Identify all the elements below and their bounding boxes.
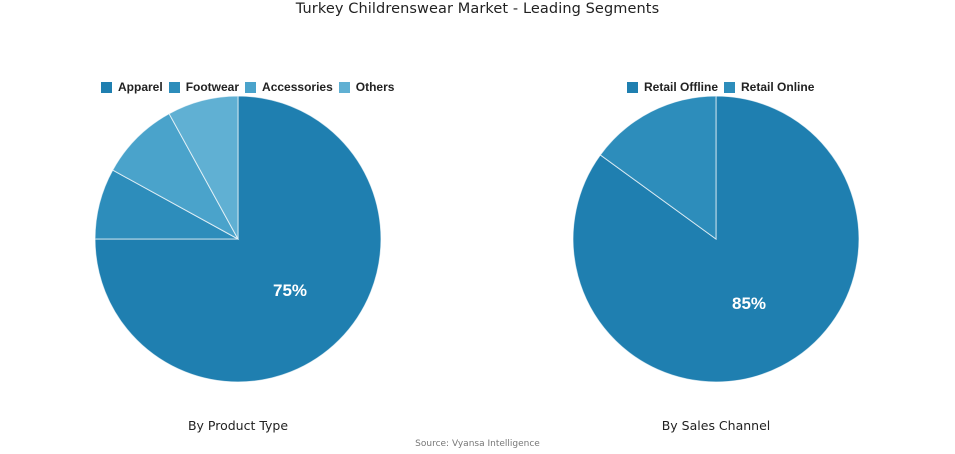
legend-item-retail-online[interactable]: Retail Online <box>724 80 814 94</box>
source-note: Source: Vyansa Intelligence <box>415 439 540 449</box>
subtitle-sales-channel: By Sales Channel <box>661 418 771 433</box>
legend-swatch <box>338 81 350 93</box>
pie-slice-retail-offline[interactable] <box>572 95 860 383</box>
pie-slice-others[interactable] <box>168 95 239 240</box>
pie-slice-retail-online[interactable] <box>599 95 717 240</box>
legend-label: Retail Online <box>741 80 815 94</box>
legend-label: Footwear <box>185 80 240 94</box>
legend-item-retail-offline[interactable]: Retail Offline <box>627 80 718 94</box>
legend-swatch <box>724 81 736 93</box>
legend-product-type: Apparel Footwear Accessories Others <box>101 80 400 94</box>
legend-swatch <box>168 81 180 93</box>
legend-swatch <box>101 81 112 93</box>
pie-slice-accessories[interactable] <box>112 113 240 241</box>
legend-item-accessories[interactable]: Accessories <box>245 80 333 94</box>
pie-slices-product-type <box>94 95 382 383</box>
legend-label: Apparel <box>118 80 163 94</box>
legend-swatch <box>245 81 257 93</box>
pie-slices-sales-channel <box>572 95 860 383</box>
legend-sales-channel: Retail Offline Retail Online <box>627 80 820 94</box>
legend-item-footwear[interactable]: Footwear <box>168 80 240 94</box>
legend-label: Accessories <box>262 80 333 94</box>
legend-item-others[interactable]: Others <box>338 80 395 94</box>
subtitle-product-type: By Product Type <box>187 418 289 433</box>
legend-label: Retail Offline <box>644 80 719 94</box>
chart-title: Turkey Childrenswear Market - Leading Se… <box>295 1 660 17</box>
pie-slice-apparel[interactable] <box>94 95 382 383</box>
data-label-apparel: 75% <box>273 281 307 300</box>
legend-swatch <box>627 81 638 93</box>
legend-label: Others <box>355 80 395 94</box>
data-label-retail-offline: 85% <box>732 294 766 313</box>
legend-item-apparel[interactable]: Apparel <box>101 80 163 94</box>
